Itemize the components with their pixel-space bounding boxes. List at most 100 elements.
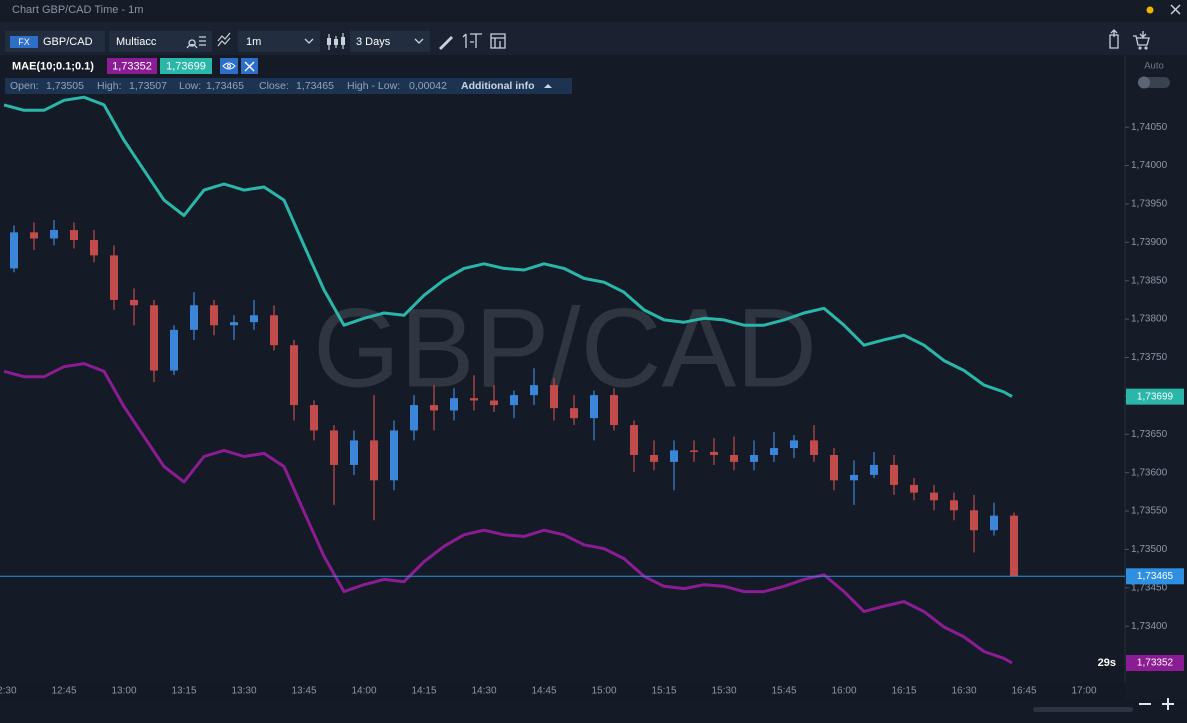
y-tick-label: 1,74000 [1131, 160, 1168, 171]
info-label: Open: [10, 80, 39, 92]
candle-body [710, 451, 718, 455]
y-tick-label: 1,73950 [1131, 199, 1168, 210]
indicator-name: MAE(10;0.1;0.1) [12, 60, 94, 72]
candles-icon-body [327, 38, 331, 45]
y-tick-label: 1,73900 [1131, 237, 1168, 248]
zoom-in[interactable] [1162, 698, 1174, 710]
candle-body [230, 322, 238, 326]
candle-body [650, 454, 658, 462]
y-tick-label: 1,73500 [1131, 544, 1168, 555]
candle-body [610, 395, 618, 426]
y-tick-label: 1,73850 [1131, 275, 1168, 286]
close-button[interactable] [1170, 4, 1181, 15]
candle-body [810, 440, 818, 455]
range: 3 Days [356, 36, 391, 48]
x-tick-label: 13:15 [171, 686, 196, 697]
series-value-tag [1126, 655, 1184, 672]
candle-body [750, 454, 758, 462]
candle-body [10, 232, 18, 269]
cart-icon[interactable] [1133, 31, 1150, 50]
last-price-tag [1126, 568, 1184, 585]
window-title: Chart GBP/CAD Time - 1m [12, 4, 143, 16]
y-tick-label: 1,73550 [1131, 506, 1168, 517]
candle-body [530, 385, 538, 396]
info-label: High - Low: [347, 80, 400, 92]
x-tick-label: 15:00 [591, 686, 616, 697]
candle-body [370, 440, 378, 481]
candle-body [130, 299, 138, 306]
chart-type-icon[interactable] [217, 32, 231, 47]
lower-chip [107, 58, 157, 74]
candle-body [390, 430, 398, 481]
candle-body [950, 500, 958, 511]
candle-body [490, 400, 498, 406]
template-icon[interactable] [490, 33, 506, 49]
candle-body [510, 395, 518, 406]
account-box[interactable] [109, 31, 212, 52]
additional-info[interactable]: Additional info [461, 80, 535, 92]
candle-body [410, 405, 418, 431]
y-tick-label: 1,73750 [1131, 352, 1168, 363]
candle-body [110, 255, 118, 300]
info-label: Close: [259, 80, 289, 92]
candle-body [570, 408, 578, 419]
candle-body [210, 305, 218, 326]
draw-icon[interactable] [439, 36, 453, 50]
x-tick-label: 13:00 [111, 686, 136, 697]
status-dot [1146, 6, 1154, 14]
range-box[interactable] [350, 31, 430, 52]
interval: 1m [246, 36, 261, 48]
x-tick-label: 14:30 [471, 686, 496, 697]
bottom-bar [0, 700, 1187, 723]
y-tick-label: 1,73450 [1131, 582, 1168, 593]
candle-body [790, 440, 798, 449]
candle-body [730, 454, 738, 462]
indicator-icon[interactable] [462, 33, 482, 48]
axes: 1,74050 1,74000 1,73950 1,73900 1,73850 1,738… [0, 122, 1184, 697]
y-tick-label: 1,73800 [1131, 314, 1168, 325]
range-caret [414, 38, 424, 44]
candle-body [990, 515, 998, 531]
candle-body [50, 230, 58, 239]
price-axis [1125, 55, 1187, 700]
x-tick-label: 14:00 [351, 686, 376, 697]
scrollbar[interactable] [1033, 707, 1133, 712]
interval-box[interactable] [238, 31, 320, 52]
x-tick-label: 12:45 [51, 686, 76, 697]
share-icon[interactable] [1109, 29, 1119, 49]
x-tick-label: 14:45 [531, 686, 556, 697]
candle-body [190, 305, 198, 330]
y-tick-label: 1,73400 [1131, 621, 1168, 632]
x-tick-label: 13:45 [291, 686, 316, 697]
candle-body [910, 484, 918, 493]
interval-caret [304, 38, 314, 44]
plot [0, 95, 1125, 665]
market-badge [10, 36, 38, 48]
candle-body [430, 405, 438, 411]
auto-toggle-knob [1138, 76, 1150, 89]
visibility-button[interactable] [220, 58, 238, 74]
account: Multiacc [116, 36, 157, 48]
candle-body [1010, 515, 1018, 577]
series-value-label: 1,73699 [1137, 391, 1174, 402]
candle-body [70, 230, 78, 241]
candle-body [350, 440, 358, 465]
market-label: FX [18, 37, 30, 47]
info-value: 1,73465 [296, 80, 334, 92]
title-bar [0, 0, 1187, 22]
candle-body [150, 305, 158, 371]
candles-icon-body [341, 37, 345, 45]
series-value-label: 1,73352 [1137, 658, 1174, 669]
candle-body [310, 405, 318, 431]
countdown: 29s [1098, 657, 1116, 669]
account-icon [186, 36, 206, 49]
info-value: 0,00042 [409, 80, 447, 92]
candle-body [90, 240, 98, 256]
info-row [5, 78, 572, 94]
x-tick-label: 17:00 [1071, 686, 1096, 697]
x-tick-label: 16:30 [951, 686, 976, 697]
watermark: GBP/CAD [313, 286, 817, 411]
candle-body [850, 474, 858, 481]
y-tick-label: 1,73600 [1131, 467, 1168, 478]
